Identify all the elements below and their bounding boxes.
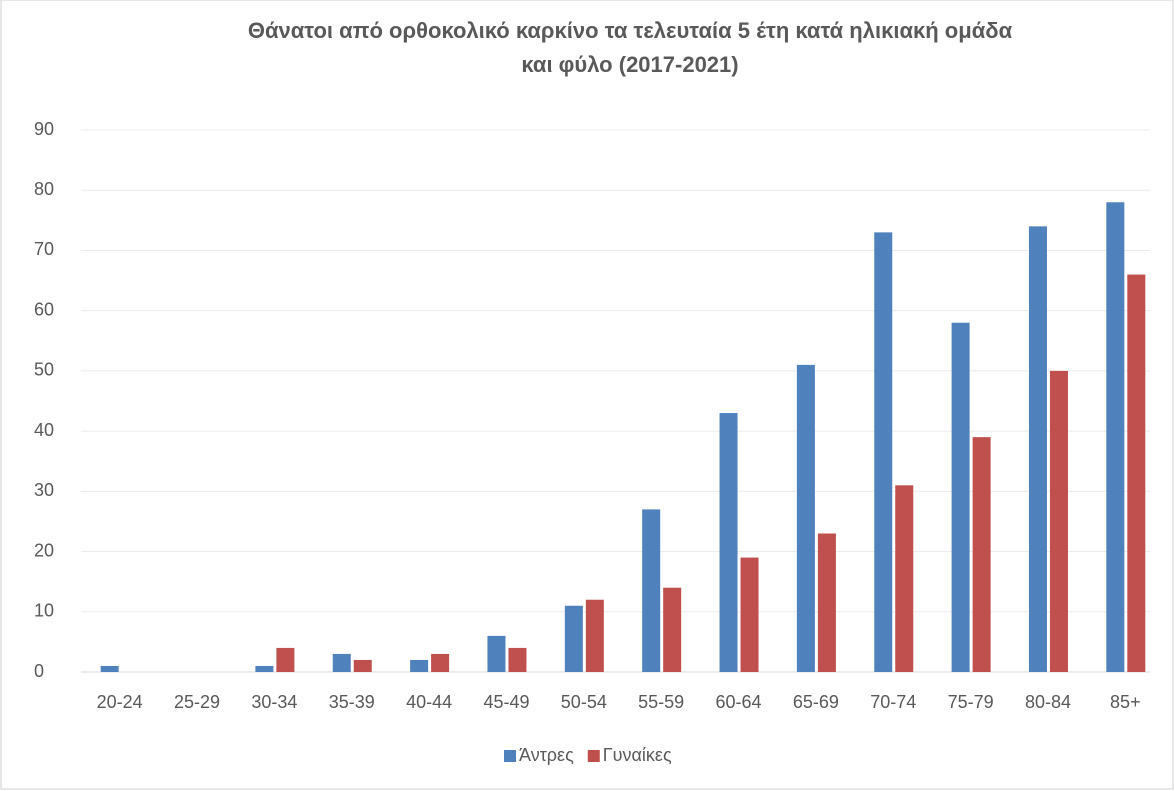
bar [1127, 274, 1146, 672]
x-tick-label: 85+ [1110, 692, 1141, 712]
legend-swatch [587, 750, 600, 762]
x-tick-label: 70-74 [870, 692, 916, 712]
bar [276, 647, 295, 672]
bar [740, 557, 759, 672]
bar [663, 587, 682, 672]
y-tick-label: 30 [34, 480, 54, 500]
bar [719, 413, 738, 672]
x-tick-label: 45-49 [483, 692, 529, 712]
bar [874, 232, 893, 672]
bar [564, 605, 583, 672]
y-tick-label: 80 [34, 179, 54, 199]
y-tick-label: 50 [34, 360, 54, 380]
bar [585, 599, 604, 672]
y-tick-label: 40 [34, 420, 54, 440]
x-tick-label: 30-34 [251, 692, 297, 712]
x-tick-label: 20-24 [97, 692, 143, 712]
bar [332, 653, 351, 672]
legend-swatch [504, 750, 516, 762]
x-tick-label: 25-29 [174, 692, 220, 712]
bar [1106, 202, 1125, 672]
bar [972, 437, 991, 672]
x-tick-label: 60-64 [716, 692, 762, 712]
bar [1028, 226, 1047, 672]
bar [353, 659, 372, 672]
y-tick-label: 70 [34, 239, 54, 259]
bar [895, 485, 914, 672]
bar [508, 647, 527, 672]
chart-title: Θάνατοι από ορθοκολικό καρκίνο τα τελευτ… [247, 18, 1013, 77]
legend-label: Άντρες [519, 745, 574, 765]
bar [431, 653, 450, 672]
y-tick-label: 10 [34, 601, 54, 621]
bar [255, 665, 274, 672]
y-tick-label: 0 [34, 661, 44, 681]
bar [487, 635, 506, 672]
x-tick-label: 50-54 [561, 692, 607, 712]
bar [796, 364, 815, 672]
bar [951, 322, 970, 672]
legend-label: Γυναίκες [603, 745, 672, 765]
x-tick-label: 65-69 [793, 692, 839, 712]
x-tick-label: 35-39 [329, 692, 375, 712]
x-tick-label: 80-84 [1025, 692, 1071, 712]
bar [642, 509, 661, 672]
y-tick-label: 20 [34, 540, 54, 560]
bar [1049, 370, 1068, 672]
x-tick-label: 55-59 [638, 692, 684, 712]
bar [817, 533, 836, 672]
x-tick-label: 75-79 [948, 692, 994, 712]
x-tick-label: 40-44 [406, 692, 452, 712]
bar [410, 659, 429, 672]
y-tick-label: 60 [34, 299, 54, 319]
y-tick-label: 90 [34, 119, 54, 139]
bar [100, 665, 119, 672]
